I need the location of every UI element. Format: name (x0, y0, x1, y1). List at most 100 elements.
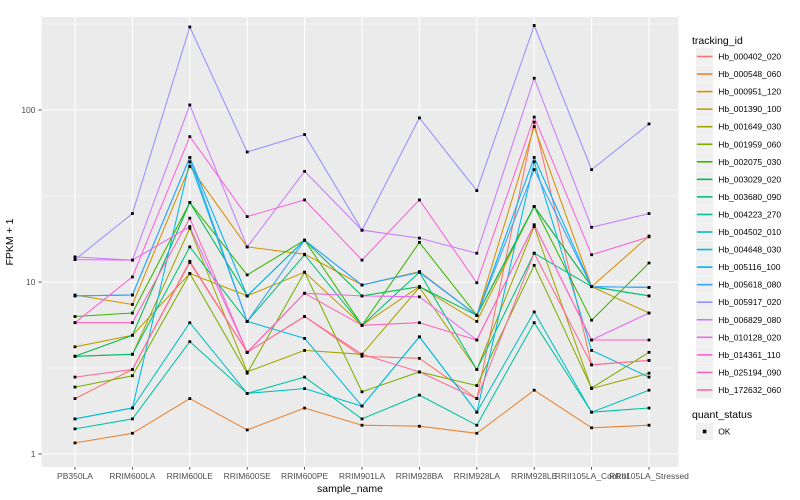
x-axis-title: sample_name (317, 483, 383, 495)
data-point (131, 333, 134, 337)
data-point (73, 321, 77, 325)
data-point (532, 263, 536, 267)
data-point (73, 427, 77, 431)
data-point (131, 374, 134, 378)
data-point (418, 236, 421, 240)
data-point (647, 350, 651, 354)
data-point (590, 253, 593, 257)
data-point (532, 223, 536, 227)
x-tick-label: RRII105LA_Stressed (609, 471, 689, 481)
legend-item (696, 311, 714, 329)
data-point (360, 423, 364, 427)
data-point (131, 352, 134, 356)
data-point (647, 359, 651, 362)
data-point (188, 25, 192, 29)
data-point (532, 251, 536, 255)
data-point (418, 356, 421, 360)
data-point (590, 338, 593, 342)
data-point (188, 397, 192, 400)
legend-label: Hb_004223_270 (718, 209, 781, 219)
legend-item (696, 293, 714, 311)
data-point (418, 393, 421, 397)
y-tick-label: 1 (31, 449, 36, 459)
legend-label: Hb_005917_020 (718, 297, 781, 307)
data-point (360, 404, 364, 408)
legend-item (696, 47, 714, 66)
data-point (73, 375, 77, 379)
data-point (360, 323, 364, 327)
x-tick-label: PB350LA (57, 471, 93, 481)
data-point (245, 245, 249, 249)
data-point (303, 238, 306, 242)
data-point (532, 225, 536, 228)
legend-item (696, 328, 714, 346)
legend-item (696, 276, 714, 294)
legend-label: Hb_006829_080 (718, 315, 781, 325)
data-point (360, 417, 364, 421)
data-point (245, 350, 249, 354)
data-point (245, 428, 249, 432)
data-point (360, 294, 364, 298)
legend-label: Hb_172632_060 (718, 385, 781, 395)
data-point (188, 135, 192, 139)
data-point (188, 216, 192, 220)
legend-item (696, 258, 714, 276)
data-point (245, 150, 249, 154)
data-point (188, 160, 192, 164)
data-point (475, 431, 479, 435)
data-point (418, 240, 421, 244)
x-tick-label: RRIM928LE (511, 471, 558, 481)
data-point (188, 245, 192, 249)
data-point (360, 352, 364, 356)
legend-label: Hb_001959_060 (718, 139, 781, 149)
data-point (303, 406, 306, 410)
data-point (245, 371, 249, 375)
data-point (188, 103, 192, 107)
data-point (647, 375, 651, 379)
data-point (532, 115, 536, 119)
data-point (131, 258, 134, 262)
data-point (188, 225, 192, 228)
data-point (303, 315, 306, 318)
y-axis-title: FPKM + 1 (4, 218, 16, 265)
data-point (475, 368, 479, 371)
data-point (418, 321, 421, 325)
x-tick-label: RRII105LA_Control (555, 471, 629, 481)
data-point (532, 156, 536, 159)
legend-label: Hb_005116_100 (718, 262, 781, 272)
data-point (245, 273, 249, 277)
data-point (360, 283, 364, 287)
data-point (647, 212, 651, 215)
data-point (590, 386, 593, 390)
data-point (647, 286, 651, 289)
y-tick-label: 10 (26, 277, 36, 287)
quant-legend-label: OK (718, 427, 731, 437)
data-point (647, 371, 651, 375)
data-point (73, 354, 77, 358)
data-point (418, 270, 421, 274)
data-point (73, 255, 77, 259)
data-point (475, 410, 479, 414)
data-point (475, 320, 479, 323)
data-point (303, 133, 306, 136)
data-point (303, 270, 306, 274)
data-point (245, 215, 249, 219)
legend-label: Hb_004502_010 (718, 227, 781, 237)
data-point (532, 125, 536, 129)
legend-item (696, 381, 714, 399)
data-point (245, 294, 249, 298)
data-point (590, 318, 593, 322)
data-point (647, 338, 651, 342)
data-point (360, 228, 364, 232)
data-point (418, 285, 421, 289)
data-point (303, 349, 306, 352)
data-point (73, 294, 77, 298)
data-point (131, 321, 134, 325)
legend-item (696, 83, 714, 101)
legend-label: Hb_025194_090 (718, 367, 781, 377)
legend-label: Hb_002075_030 (718, 157, 781, 167)
data-point (188, 164, 192, 168)
data-point (131, 293, 134, 297)
x-tick-label: RRIM901LA (339, 471, 386, 481)
data-point (647, 122, 651, 126)
